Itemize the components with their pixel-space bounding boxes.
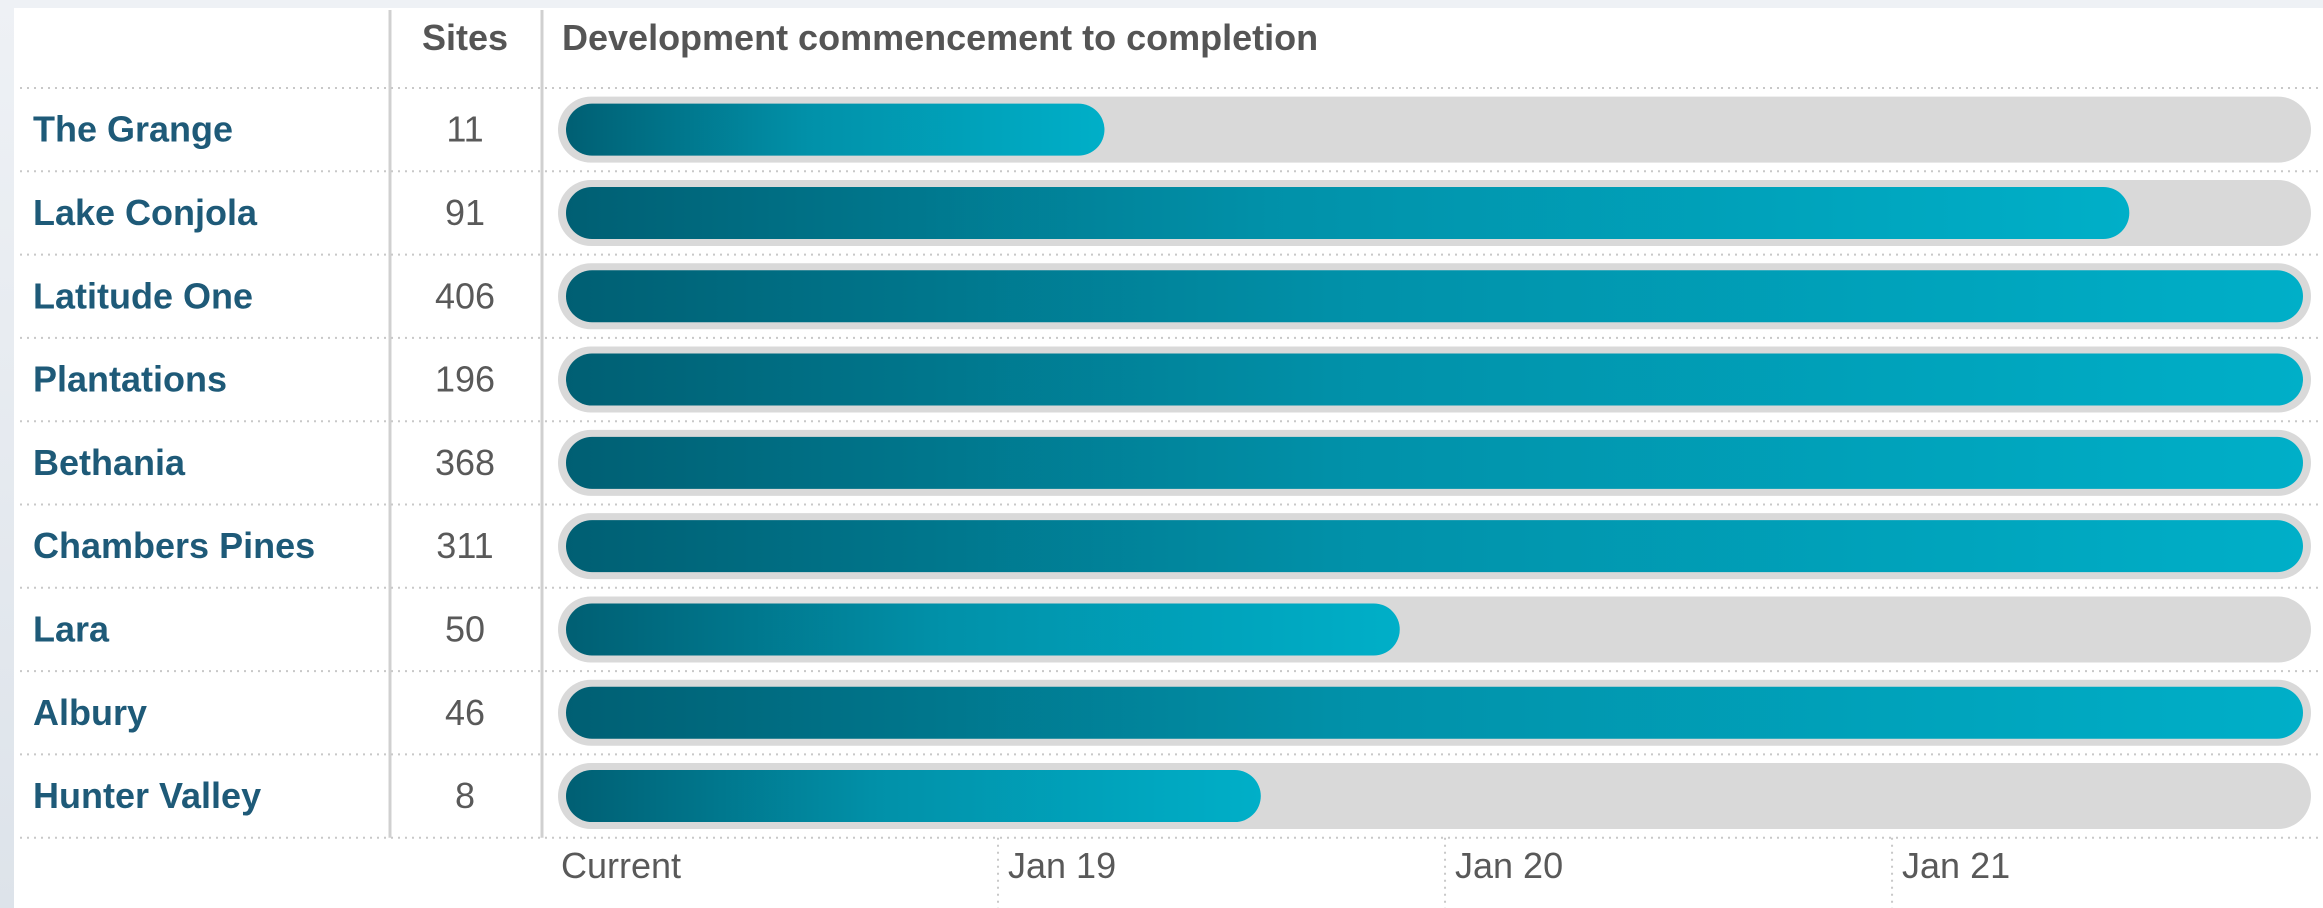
sites-value: 8 — [455, 775, 475, 816]
x-axis-ticks: Current Jan 19 Jan 20 Jan 21 — [561, 845, 2010, 886]
sites-value: 311 — [436, 525, 493, 566]
x-tick-label: Jan 19 — [1008, 845, 1116, 886]
sites-value: 50 — [445, 608, 485, 649]
progress-bar — [566, 103, 1105, 156]
sites-value: 368 — [435, 442, 495, 483]
sites-value: 406 — [435, 275, 495, 316]
sites-header: Sites — [422, 17, 508, 58]
chart-row: Lake Conjola 91 — [33, 179, 2311, 246]
progress-bar — [566, 270, 2303, 323]
row-label: Lara — [33, 608, 110, 649]
x-tick-label: Current — [561, 845, 681, 886]
progress-bar — [566, 186, 2130, 239]
chart-row: Bethania 368 — [33, 429, 2311, 496]
progress-bar — [566, 770, 1261, 823]
sites-value: 11 — [446, 109, 483, 150]
chart-row: Lara 50 — [33, 596, 2311, 663]
x-tick-label: Jan 21 — [1902, 845, 2010, 886]
row-label: Bethania — [33, 442, 186, 483]
grid-lines — [20, 10, 2320, 908]
chart-row: Chambers Pines 311 — [33, 513, 2311, 580]
chart-rows: The Grange 11 Lake Conjola 91 Latitude One 40… — [33, 96, 2311, 830]
sites-value: 46 — [445, 692, 485, 733]
progress-bar — [566, 436, 2303, 489]
row-label: Albury — [33, 692, 147, 733]
row-label: Lake Conjola — [33, 192, 258, 233]
progress-bar — [566, 353, 2303, 406]
chart-row: Plantations 196 — [33, 346, 2311, 413]
x-tick-label: Jan 20 — [1455, 845, 1563, 886]
row-label: Chambers Pines — [33, 525, 315, 566]
progress-bar — [566, 686, 2303, 739]
chart-title: Development commencement to completion — [562, 17, 1318, 58]
chart-row: The Grange 11 — [33, 96, 2311, 163]
progress-bar — [566, 603, 1400, 656]
progress-bar — [566, 520, 2303, 573]
row-label: The Grange — [33, 109, 233, 150]
row-label: Hunter Valley — [33, 775, 261, 816]
row-label: Plantations — [33, 359, 227, 400]
chart-row: Hunter Valley 8 — [33, 763, 2311, 830]
sites-value: 91 — [445, 192, 485, 233]
row-label: Latitude One — [33, 275, 253, 316]
chart-row: Albury 46 — [33, 679, 2311, 746]
chart-row: Latitude One 406 — [33, 263, 2311, 330]
sites-value: 196 — [435, 359, 495, 400]
